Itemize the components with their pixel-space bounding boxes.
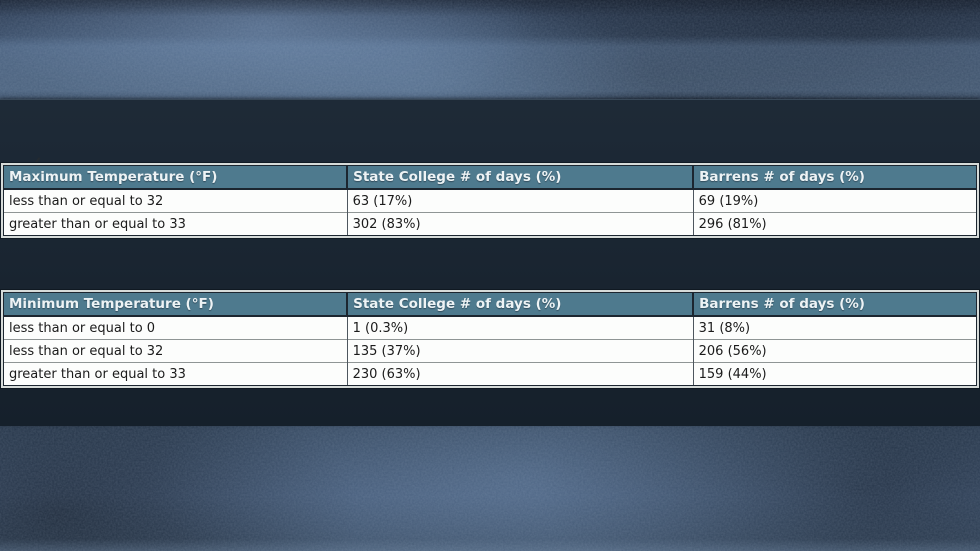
table-cell: less than or equal to 32 [4,189,348,213]
column-header: State College # of days (%) [347,166,695,190]
header-row: Minimum Temperature (°F) State College # … [4,293,976,317]
header-row: Maximum Temperature (°F) State College # … [4,166,976,190]
table-row: less than or equal to 32 63 (17%) 69 (19%) [4,189,976,213]
table-cell: 69 (19%) [693,189,976,213]
table-row: greater than or equal to 33 230 (63%) 159 … [4,362,976,385]
column-header: State College # of days (%) [347,293,695,317]
table-cell: greater than or equal to 33 [4,212,348,235]
max-temperature-table: Maximum Temperature (°F) State College # … [3,165,977,236]
column-header: Maximum Temperature (°F) [4,166,349,190]
table-cell: less than or equal to 0 [4,316,348,340]
column-header: Barrens # of days (%) [693,293,976,317]
table-cell: greater than or equal to 33 [4,362,348,385]
table-cell: 302 (83%) [347,212,694,235]
table-cell: less than or equal to 32 [4,339,348,363]
max-temperature-table-grid: Maximum Temperature (°F) State College # … [4,166,976,235]
table-cell: 135 (37%) [347,339,694,363]
table-row: less than or equal to 32 135 (37%) 206 (56… [4,339,976,363]
table-row: greater than or equal to 33 302 (83%) 296 … [4,212,976,235]
column-header: Minimum Temperature (°F) [4,293,349,317]
table-cell: 206 (56%) [693,339,976,363]
column-header: Barrens # of days (%) [693,166,976,190]
table-cell: 31 (8%) [693,316,976,340]
min-temperature-table-grid: Minimum Temperature (°F) State College # … [4,293,976,385]
table-cell: 159 (44%) [693,362,976,385]
min-temperature-table: Minimum Temperature (°F) State College # … [3,292,977,386]
table-cell: 230 (63%) [347,362,694,385]
table-cell: 296 (81%) [693,212,976,235]
table-cell: 63 (17%) [347,189,694,213]
table-cell: 1 (0.3%) [347,316,694,340]
